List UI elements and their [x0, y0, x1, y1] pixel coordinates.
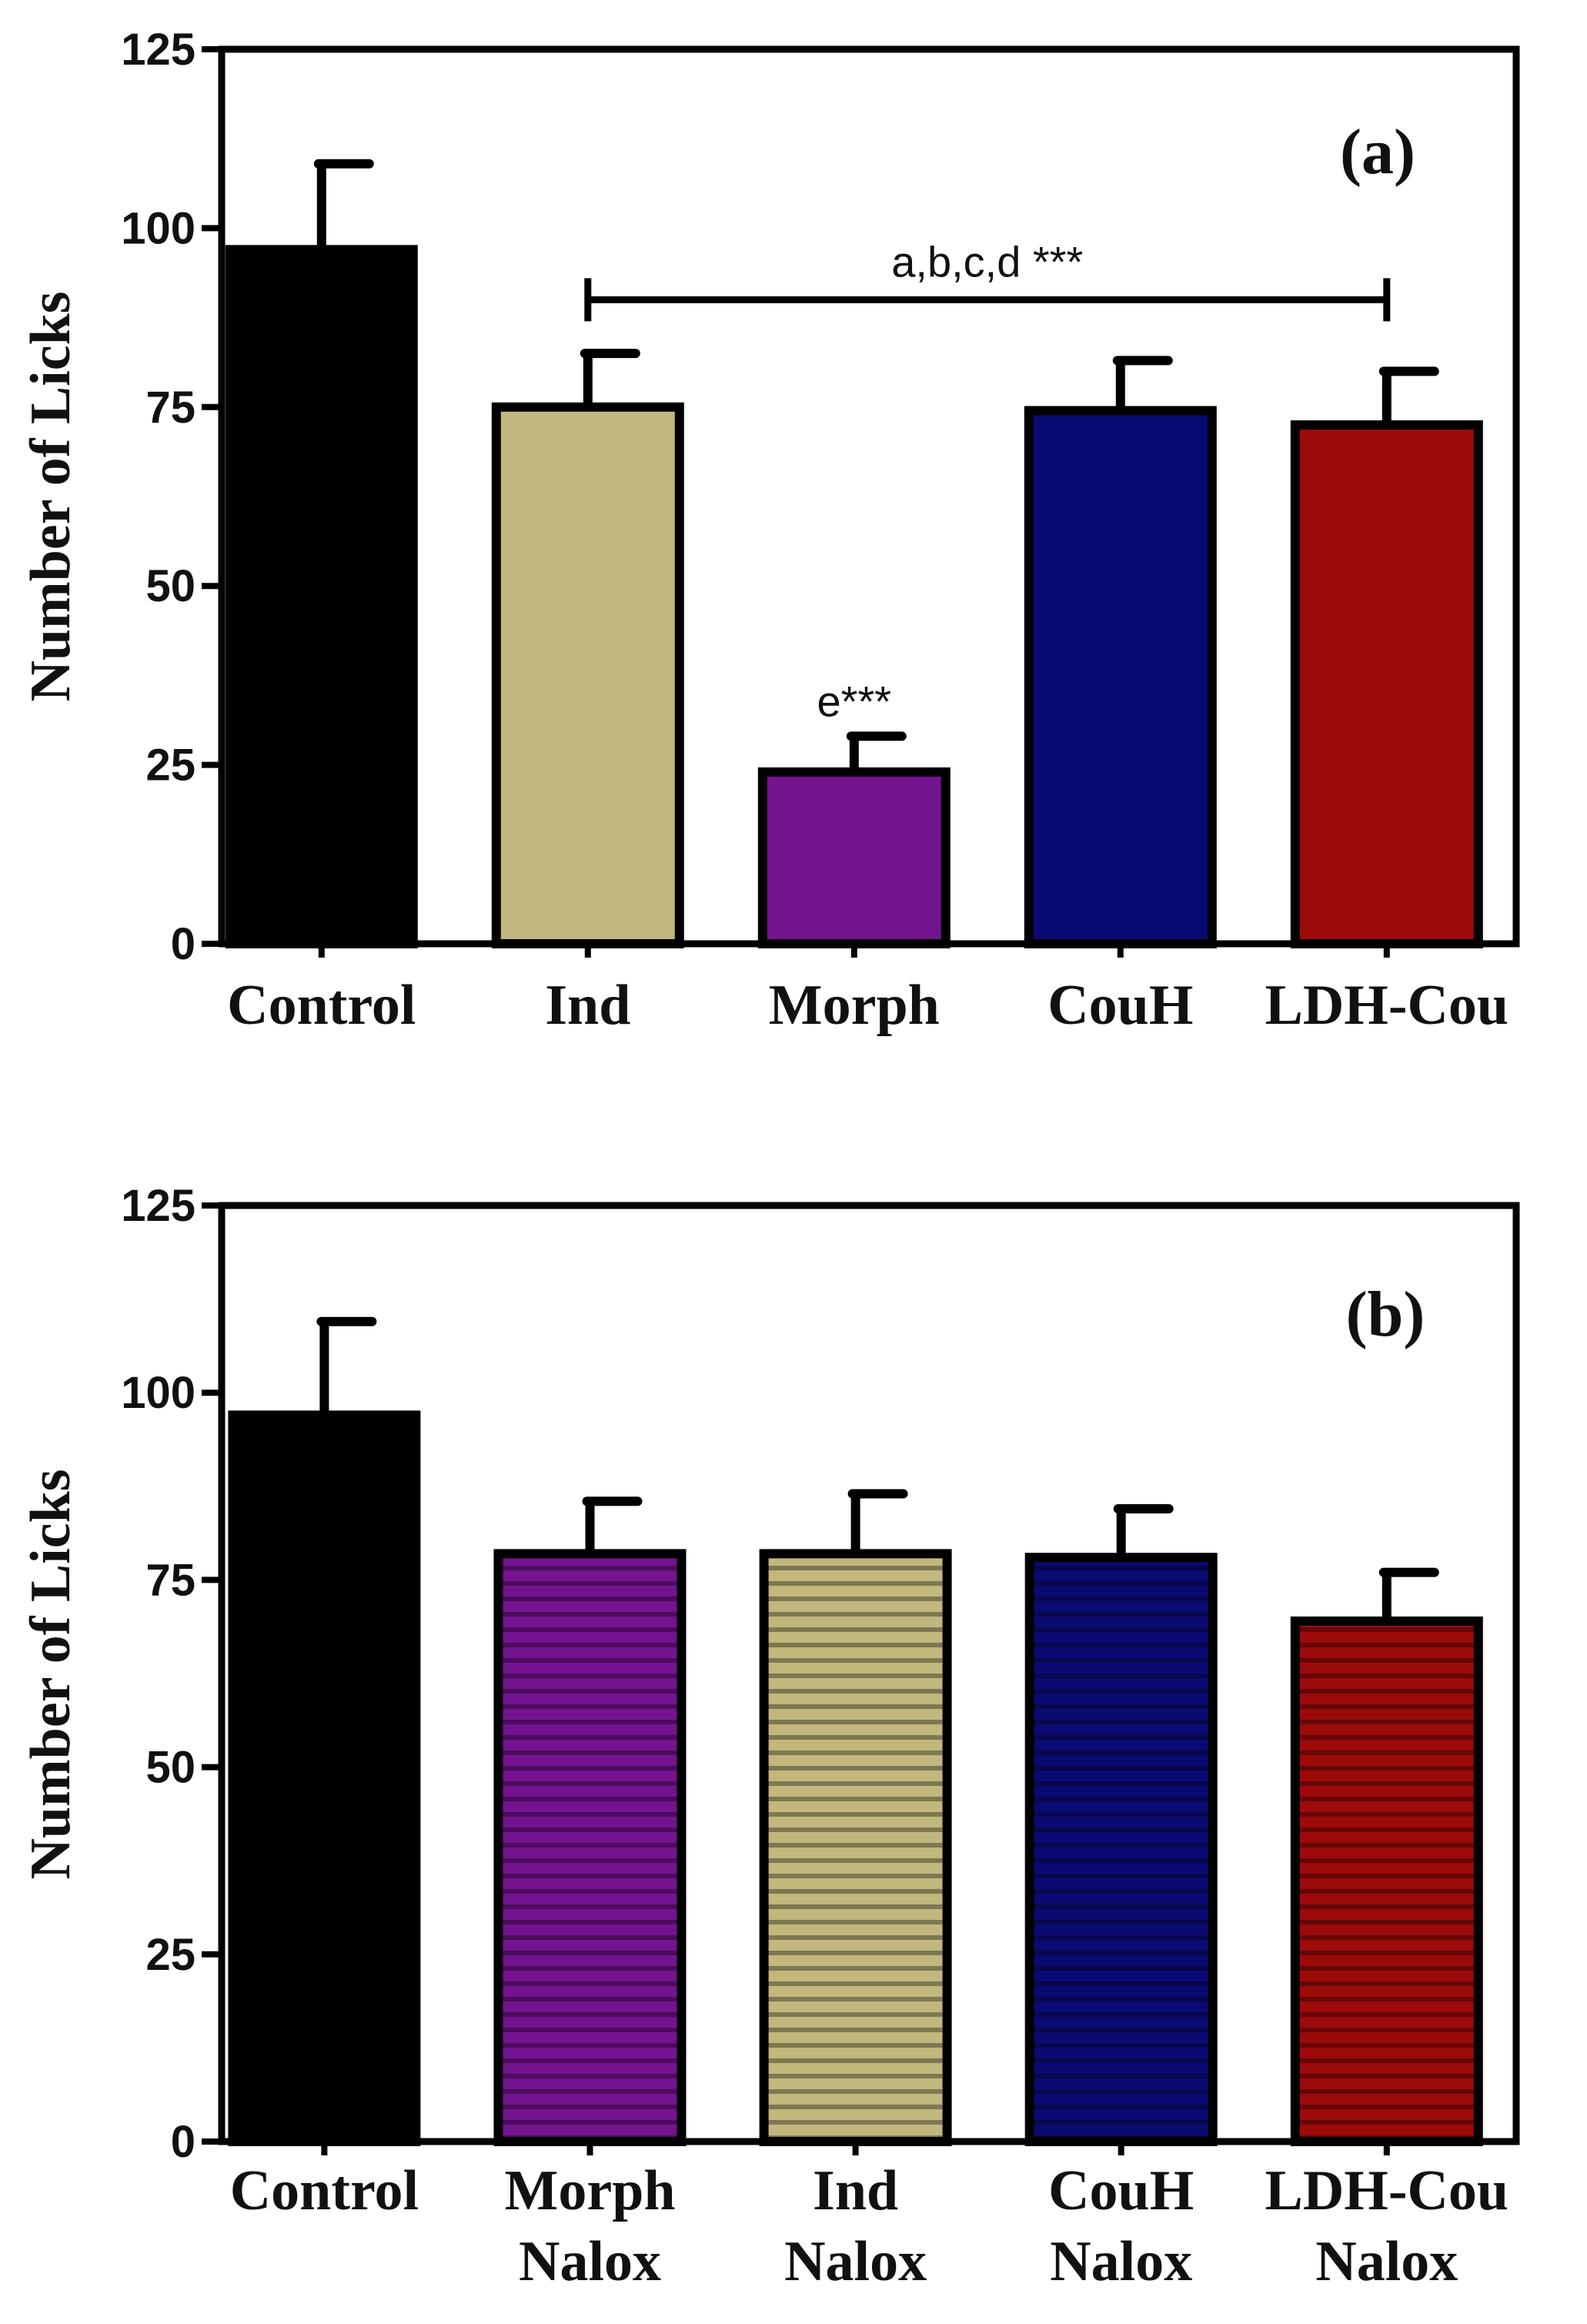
x-tick-label: Nalox — [784, 2230, 927, 2293]
x-tick-label: Nalox — [1315, 2230, 1458, 2293]
panel-label: (b) — [1346, 1279, 1425, 1350]
bar — [1290, 420, 1483, 948]
x-tick-label: LDH-Cou — [1265, 974, 1508, 1037]
x-tick-label: Morph — [505, 2159, 676, 2222]
y-tick-label: 100 — [121, 203, 195, 253]
x-tick-label: Control — [230, 2159, 419, 2222]
y-tick-label: 100 — [121, 1368, 195, 1418]
y-tick-label: 125 — [121, 25, 195, 75]
x-tick-label: CouH — [1048, 2159, 1194, 2222]
y-tick-label: 25 — [145, 741, 195, 791]
chart-panel-b: 0 25 50 75 100 125 Number of Licks (b) Control Mo… — [19, 1181, 1520, 2293]
bar — [225, 245, 418, 948]
x-tick-label: Nalox — [519, 2230, 661, 2293]
bar — [491, 402, 684, 948]
y-tick-label: 125 — [121, 1181, 195, 1231]
y-tick-label: 0 — [171, 2117, 195, 2167]
x-tick-label: Control — [227, 974, 416, 1037]
y-tick-label: 0 — [171, 919, 195, 969]
y-tick-label: 75 — [145, 383, 195, 433]
y-axis-label: Number of Licks — [19, 1469, 82, 1879]
x-tick-label: Ind — [545, 974, 630, 1037]
bar-annotation: e*** — [817, 677, 892, 725]
bar — [1024, 406, 1217, 948]
significance-label: a,b,c,d *** — [891, 237, 1083, 286]
y-tick-label: 50 — [145, 561, 195, 611]
bar — [759, 1549, 952, 2147]
bar — [228, 1410, 421, 2147]
y-axis-label: Number of Licks — [19, 291, 82, 701]
x-tick-label: Nalox — [1050, 2230, 1192, 2293]
bar — [493, 1549, 687, 2147]
panel-label: (a) — [1340, 116, 1415, 188]
bar — [757, 767, 951, 948]
x-tick-label: LDH-Cou — [1265, 2159, 1508, 2222]
y-tick-label: 25 — [145, 1930, 195, 1980]
bar — [1024, 1553, 1218, 2146]
y-tick-label: 50 — [145, 1743, 195, 1793]
x-tick-label: Morph — [769, 974, 940, 1037]
y-tick-label: 75 — [145, 1555, 195, 1605]
chart-panel-a: 0 25 50 75 100 125 Number of Licks (a) Control In… — [19, 25, 1520, 1037]
x-tick-label: Ind — [813, 2159, 898, 2222]
bar — [1290, 1616, 1483, 2147]
x-tick-label: CouH — [1047, 974, 1193, 1037]
